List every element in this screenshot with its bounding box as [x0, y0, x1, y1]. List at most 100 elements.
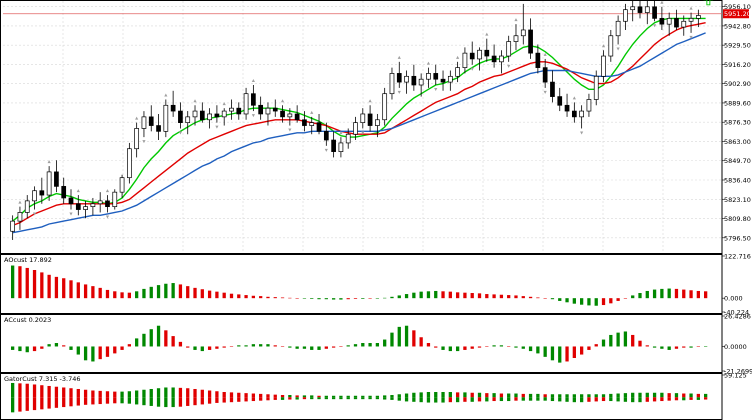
histogram-bar: [331, 298, 336, 300]
histogram-bar: [528, 397, 533, 401]
histogram-bar: [463, 346, 467, 350]
histogram-bar: [25, 346, 29, 353]
histogram-bar: [142, 288, 146, 299]
histogram-bar: [426, 291, 431, 299]
fractal-up-marker: [164, 93, 168, 97]
histogram-bar: [558, 397, 562, 402]
histogram-bar: [536, 393, 540, 398]
histogram-bar: [331, 397, 336, 400]
histogram-bar: [375, 395, 380, 398]
fractal-up-marker: [193, 99, 197, 103]
histogram-bar: [324, 397, 328, 400]
histogram-bar: [237, 294, 241, 299]
histogram-bar: [652, 346, 657, 348]
pane-2: ACcust 0.2023: [4, 316, 708, 363]
candle-body: [353, 122, 358, 135]
histogram-bar: [572, 397, 576, 403]
histogram-bar: [346, 345, 350, 347]
histogram-bar: [135, 397, 139, 405]
histogram-bar: [477, 293, 482, 299]
histogram-bar: [98, 287, 102, 299]
histogram-bar: [244, 295, 248, 299]
fractal-up-marker: [47, 160, 51, 164]
candle-body: [411, 75, 417, 86]
histogram-bar: [543, 397, 547, 401]
candle-body: [134, 128, 140, 150]
histogram-bar: [674, 288, 679, 299]
candle-body: [528, 29, 533, 54]
candle-body: [156, 125, 161, 132]
histogram-bar: [288, 297, 292, 299]
histogram-bar: [492, 397, 496, 402]
histogram-bar: [295, 346, 299, 349]
candle-body: [229, 107, 234, 112]
histogram-bar: [142, 333, 146, 347]
histogram-bar: [455, 392, 460, 398]
histogram-bar: [485, 294, 489, 299]
histogram-bar: [266, 296, 270, 299]
histogram-bar: [120, 292, 124, 299]
candle-body: [68, 197, 74, 205]
candle-body: [513, 35, 519, 42]
y-tick-label: 5863.00: [724, 138, 751, 146]
histogram-bar: [215, 391, 219, 398]
candle-body: [564, 104, 570, 112]
candle-body: [83, 206, 88, 210]
histogram-bar: [98, 390, 102, 398]
histogram-bar: [499, 397, 504, 402]
histogram-bar: [368, 298, 372, 299]
histogram-bar: [579, 394, 584, 398]
histogram-bar: [572, 346, 576, 359]
histogram-bar: [62, 387, 66, 398]
histogram-bar: [704, 346, 708, 347]
candle-body: [418, 78, 424, 86]
histogram-bar: [536, 346, 540, 354]
histogram-bar: [550, 298, 555, 300]
candle-body: [61, 186, 67, 199]
histogram-bar: [324, 395, 328, 398]
histogram-bar: [120, 346, 124, 350]
histogram-bar: [448, 397, 452, 403]
histogram-bar: [186, 286, 190, 299]
histogram-bar: [463, 292, 467, 299]
histogram-bar: [521, 296, 525, 299]
fractal-down-marker: [652, 24, 657, 28]
candle-body: [601, 55, 606, 77]
histogram-bar: [383, 397, 387, 400]
histogram-bar: [674, 346, 679, 349]
candle-body: [251, 93, 256, 106]
histogram-bar: [579, 346, 584, 355]
histogram-bar: [229, 293, 234, 299]
histogram-bar: [390, 332, 394, 347]
histogram-bar: [455, 292, 460, 299]
histogram-bar: [18, 346, 22, 352]
histogram-bar: [682, 346, 686, 348]
histogram-bar: [164, 387, 168, 398]
y-tick-label: 5796.50: [724, 234, 751, 242]
histogram-bar: [229, 346, 234, 347]
y-tick-label: 5916.20: [724, 61, 751, 69]
histogram-bar: [324, 346, 328, 349]
candle-body: [644, 6, 650, 13]
candle-body: [185, 116, 191, 124]
histogram-bar: [645, 290, 649, 299]
candle-body: [90, 203, 96, 208]
histogram-bar: [40, 272, 44, 299]
histogram-bar: [368, 395, 372, 398]
pane-1: AOcust 17.892: [4, 256, 708, 306]
histogram-bar: [251, 393, 256, 398]
histogram-bar: [507, 393, 511, 398]
histogram-bar: [419, 397, 423, 403]
histogram-bar: [368, 343, 372, 347]
candle-body: [105, 200, 110, 208]
fractal-up-marker: [18, 200, 22, 204]
histogram-bar: [550, 397, 555, 402]
histogram-bar: [244, 393, 248, 398]
histogram-bar: [609, 334, 613, 347]
y-tick-label: 59.125: [724, 372, 747, 380]
histogram-bar: [135, 338, 139, 347]
candle-body: [623, 9, 628, 22]
histogram-bar: [455, 346, 460, 352]
histogram-bar: [667, 346, 671, 350]
histogram-bar: [18, 397, 22, 412]
